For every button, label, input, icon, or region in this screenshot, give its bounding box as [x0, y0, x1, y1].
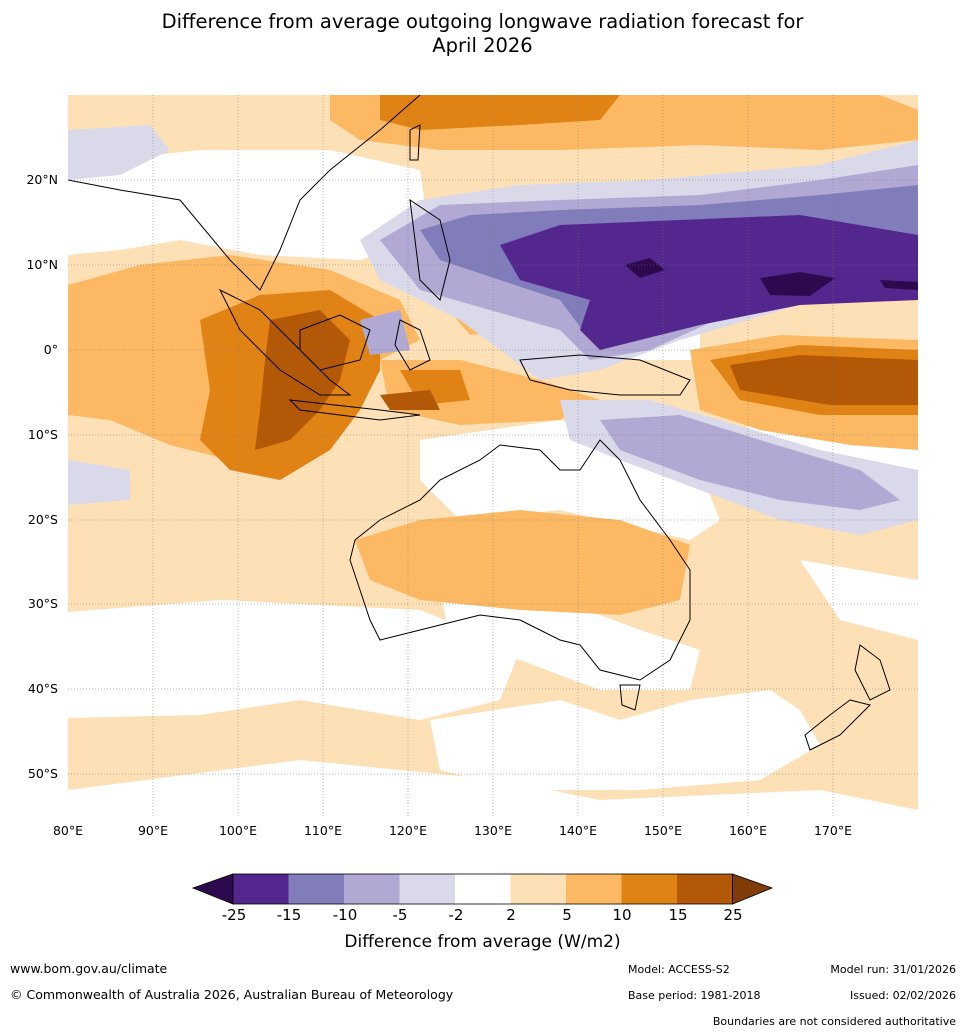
lat-label-40s: 40°S: [27, 681, 58, 696]
colorbar-label: Difference from average (W/m2): [344, 932, 621, 952]
website-link[interactable]: www.bom.gov.au/climate: [10, 961, 168, 976]
model-text: Model: ACCESS-S2: [628, 963, 730, 976]
colorbar-tick-2: -15: [276, 906, 302, 924]
colorbar-frame: [232, 873, 733, 905]
lon-label-140e: 140°E: [558, 823, 597, 838]
disclaimer-text: Boundaries are not considered authoritat…: [712, 1015, 956, 1028]
lat-label-50s: 50°S: [27, 766, 58, 781]
colorbar-swatch-6: [510, 874, 566, 904]
lat-label-20n: 20°N: [26, 172, 58, 187]
colorbar-tick-8: 10: [612, 906, 632, 924]
issued-text: Issued: 02/02/2026: [849, 989, 956, 1002]
lon-label-100e: 100°E: [218, 823, 257, 838]
copyright-text: © Commonwealth of Australia 2026, Austra…: [10, 987, 454, 1002]
colorbar-swatch-5: [455, 874, 511, 904]
colorbar-swatch-8: [621, 874, 677, 904]
colorbar-tick-4: -5: [392, 906, 408, 924]
map-area: 20°N 10°N 0° 10°S 20°S 30°S 40°S 50°S 80…: [26, 95, 918, 838]
philippines-coastline: [409, 198, 451, 301]
lat-label-10s: 10°S: [27, 427, 58, 442]
title-line-1: Difference from average outgoing longwav…: [161, 10, 804, 33]
colorbar-tick-9: 15: [668, 906, 688, 924]
lon-label-170e: 170°E: [813, 823, 852, 838]
lon-label-90e: 90°E: [137, 823, 169, 838]
colorbar-swatch-3: [344, 874, 400, 904]
colorbar-swatch-above-max: [732, 873, 774, 905]
sumatra-coastline: [218, 288, 352, 396]
lon-label-160e: 160°E: [728, 823, 767, 838]
lon-label-110e: 110°E: [303, 823, 342, 838]
colorbar-swatch-7: [566, 874, 622, 904]
title-line-2: April 2026: [432, 34, 533, 57]
colorbar: [191, 873, 774, 905]
lat-label-20s: 20°S: [27, 512, 58, 527]
sulawesi-coastline: [394, 319, 431, 371]
colorbar-tick-1: -25: [221, 906, 247, 924]
colorbar-swatch-4: [399, 874, 455, 904]
lat-label-30s: 30°S: [27, 596, 58, 611]
coastlines: [68, 95, 891, 751]
base-period-text: Base period: 1981-2018: [628, 989, 761, 1002]
lon-label-80e: 80°E: [52, 823, 84, 838]
colorbar-tick-5: -2: [448, 906, 464, 924]
nz-south-island-coastline: [804, 699, 871, 751]
lon-label-120e: 120°E: [388, 823, 427, 838]
negative-15-25-regions: [500, 215, 918, 350]
colorbar-tick-3: -10: [332, 906, 358, 924]
model-run-text: Model run: 31/01/2026: [830, 963, 956, 976]
australia-coastline: [349, 439, 691, 681]
positive-15-25-regions: [255, 310, 918, 450]
nz-north-island-coastline: [854, 644, 891, 701]
new-guinea-coastline: [519, 354, 691, 396]
colorbar-swatch-1: [233, 874, 289, 904]
olr-anomaly-map: [68, 95, 918, 817]
colorbar-tick-6: 2: [506, 906, 516, 924]
colorbar-swatch-2: [288, 874, 344, 904]
negative-extreme-regions: [625, 258, 918, 296]
lon-label-130e: 130°E: [473, 823, 512, 838]
graticule: [68, 95, 918, 817]
asia-coastline: [68, 95, 421, 291]
lon-label-150e: 150°E: [643, 823, 682, 838]
java-coastline: [288, 399, 421, 421]
lat-label-10n: 10°N: [26, 257, 58, 272]
taiwan-coastline: [409, 124, 421, 161]
colorbar-swatch-9: [677, 874, 733, 904]
colorbar-tick-7: 5: [562, 906, 572, 924]
colorbar-swatch-below-min: [191, 873, 234, 905]
chart-title: Difference from average outgoing longwav…: [0, 10, 965, 58]
colorbar-tick-10: 25: [723, 906, 743, 924]
tasmania-coastline: [619, 684, 641, 711]
lat-label-equator: 0°: [43, 342, 58, 357]
